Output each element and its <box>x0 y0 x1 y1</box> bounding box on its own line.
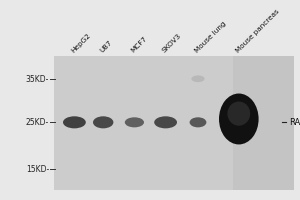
Bar <box>54 56 233 190</box>
Text: SKOV3: SKOV3 <box>161 33 183 54</box>
Text: 35KD-: 35KD- <box>26 75 49 84</box>
Bar <box>233 56 294 190</box>
Text: 15KD-: 15KD- <box>26 165 49 174</box>
Ellipse shape <box>190 117 206 127</box>
Text: U87: U87 <box>99 40 113 54</box>
Ellipse shape <box>63 116 86 128</box>
Ellipse shape <box>154 116 177 128</box>
Text: RAB3D: RAB3D <box>289 118 300 127</box>
Text: Mouse lung: Mouse lung <box>194 20 227 54</box>
Text: MCF7: MCF7 <box>130 36 148 54</box>
Ellipse shape <box>219 94 259 144</box>
Ellipse shape <box>125 117 144 127</box>
Text: HepG2: HepG2 <box>70 32 92 54</box>
Text: 25KD-: 25KD- <box>26 118 49 127</box>
Text: Mouse pancreas: Mouse pancreas <box>235 8 280 54</box>
Ellipse shape <box>93 116 113 128</box>
Ellipse shape <box>191 75 205 82</box>
Ellipse shape <box>227 102 250 126</box>
